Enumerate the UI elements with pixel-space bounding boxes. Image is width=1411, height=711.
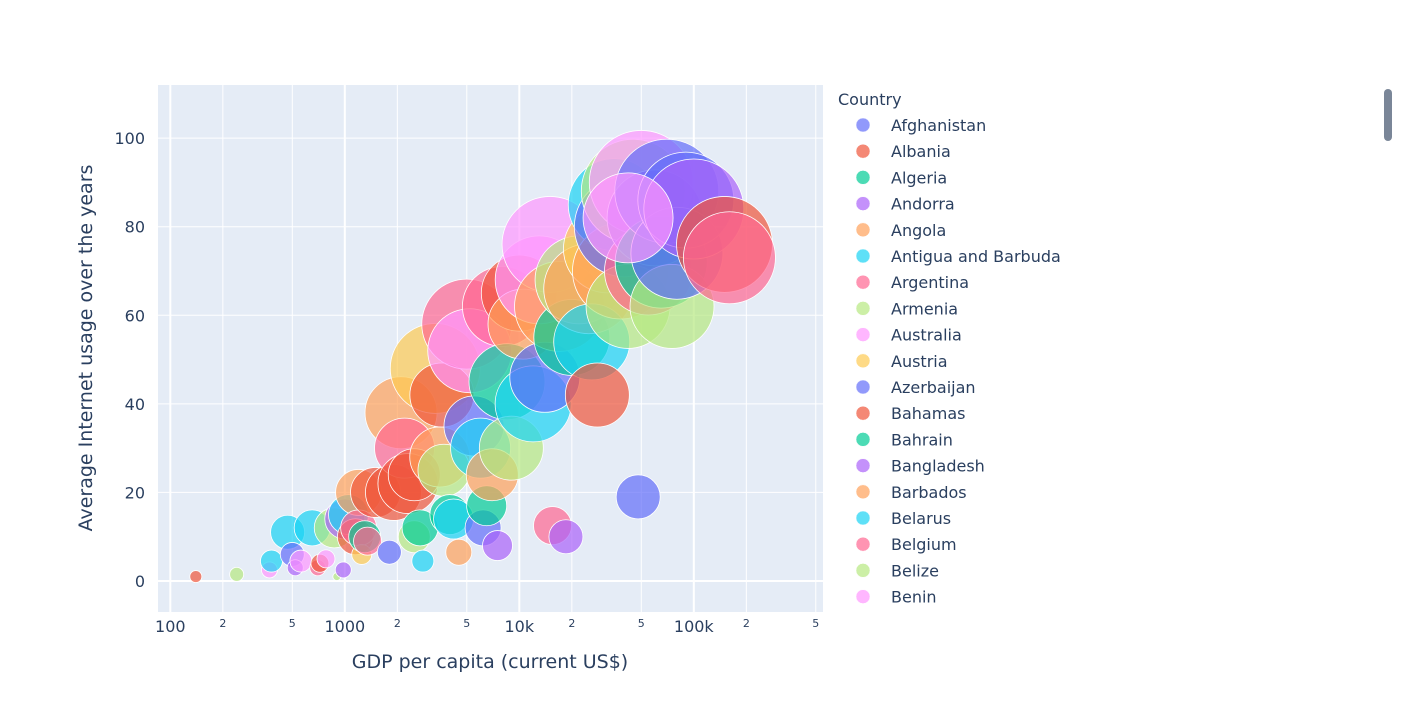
- legend-marker: [855, 196, 871, 211]
- legend-title: Country: [838, 90, 902, 109]
- legend-item[interactable]: Argentina: [855, 273, 969, 292]
- bubble-point[interactable]: [260, 549, 283, 573]
- bubble-point[interactable]: [334, 561, 352, 579]
- legend-marker: [855, 143, 871, 159]
- legend-label: Andorra: [891, 195, 955, 214]
- legend-label: Benin: [891, 588, 937, 607]
- legend-label: Armenia: [891, 299, 958, 318]
- bubble-point[interactable]: [376, 539, 402, 565]
- legend-label: Bahamas: [891, 404, 965, 423]
- legend-label: Azerbaijan: [891, 378, 976, 397]
- legend-label: Austria: [891, 352, 948, 371]
- bubble-point[interactable]: [683, 211, 776, 305]
- legend-item[interactable]: Austria: [855, 352, 948, 371]
- legend-marker: [855, 484, 871, 500]
- y-axis-title: Average Internet usage over the years: [75, 165, 97, 532]
- legend-item[interactable]: Albania: [855, 142, 951, 161]
- x-minor-tick-label: 2: [394, 617, 401, 630]
- legend-item[interactable]: Afghanistan: [855, 116, 986, 135]
- legend-item[interactable]: Belize: [855, 561, 939, 580]
- legend-marker: [855, 117, 871, 133]
- legend-label: Belarus: [891, 509, 951, 528]
- bubble-point[interactable]: [482, 530, 513, 561]
- legend-item[interactable]: Armenia: [855, 299, 958, 318]
- y-tick-label: 60: [125, 306, 145, 325]
- legend-marker: [855, 170, 871, 185]
- legend-item[interactable]: Belgium: [855, 535, 957, 554]
- legend-marker: [855, 274, 871, 290]
- x-minor-tick-label: 2: [568, 617, 575, 630]
- bubble-point[interactable]: [316, 549, 336, 569]
- legend-item[interactable]: Barbados: [855, 483, 967, 502]
- x-minor-tick-label: 5: [289, 617, 296, 630]
- y-tick-label: 100: [114, 129, 145, 148]
- legend-marker: [855, 379, 871, 395]
- legend-label: Antigua and Barbuda: [891, 247, 1061, 266]
- bubble-point[interactable]: [229, 566, 245, 582]
- legend-item[interactable]: Belarus: [855, 509, 951, 528]
- legend-item[interactable]: Andorra: [855, 195, 955, 214]
- legend-item[interactable]: Bangladesh: [855, 457, 985, 476]
- bubble-point[interactable]: [548, 519, 584, 555]
- legend-item[interactable]: Antigua and Barbuda: [855, 247, 1061, 266]
- legend-marker: [855, 536, 871, 552]
- legend-label: Algeria: [891, 168, 947, 187]
- legend-label: Argentina: [891, 273, 969, 292]
- bubble-point[interactable]: [445, 538, 473, 566]
- legend-item[interactable]: Algeria: [855, 168, 947, 187]
- legend-item[interactable]: Bahrain: [855, 430, 953, 449]
- bubbles: [189, 130, 776, 583]
- x-minor-tick-label: 2: [743, 617, 750, 630]
- legend-label: Australia: [891, 326, 962, 345]
- legend-marker: [855, 458, 871, 473]
- legend-marker: [855, 327, 871, 342]
- legend-label: Bahrain: [891, 430, 953, 449]
- bubble-point[interactable]: [411, 549, 435, 573]
- legend-item[interactable]: Australia: [855, 326, 962, 345]
- legend-marker: [855, 248, 871, 264]
- legend-marker: [855, 222, 871, 238]
- legend-label: Afghanistan: [891, 116, 986, 135]
- legend-marker: [855, 405, 871, 421]
- legend-item[interactable]: Benin: [855, 588, 937, 607]
- bubble-point[interactable]: [289, 549, 313, 573]
- x-tick-label: 100: [155, 617, 186, 636]
- bubble-point[interactable]: [615, 474, 661, 520]
- bubble-point[interactable]: [189, 570, 203, 583]
- legend-item[interactable]: Angola: [855, 221, 946, 240]
- legend-label: Albania: [891, 142, 951, 161]
- legend-marker: [855, 563, 871, 578]
- bubble-point[interactable]: [353, 526, 382, 556]
- legend[interactable]: Afghanistan Albania Algeria Andorra Angola An…: [855, 116, 1061, 607]
- legend-marker: [855, 432, 871, 447]
- legend-item[interactable]: Azerbaijan: [855, 378, 976, 397]
- legend-marker: [855, 353, 871, 369]
- legend-marker: [855, 510, 871, 526]
- x-minor-tick-label: 2: [219, 617, 226, 630]
- legend-label: Barbados: [891, 483, 967, 502]
- legend-label: Angola: [891, 221, 946, 240]
- y-tick-label: 40: [125, 395, 145, 414]
- y-tick-label: 20: [125, 483, 145, 502]
- axis-ticks: 2 5 2 5 2 5 2 5 100 1000 10k 100k 0 20 40 60 80 100: [114, 129, 819, 636]
- legend-label: Belgium: [891, 535, 957, 554]
- x-tick-label: 1000: [324, 617, 365, 636]
- legend-marker: [855, 589, 871, 604]
- x-minor-tick-label: 5: [463, 617, 470, 630]
- y-tick-label: 80: [125, 218, 145, 237]
- legend-scrollbar[interactable]: [1384, 89, 1392, 141]
- legend-label: Belize: [891, 561, 939, 580]
- x-minor-tick-label: 5: [812, 617, 819, 630]
- x-tick-label: 10k: [504, 617, 534, 636]
- x-minor-tick-label: 5: [638, 617, 645, 630]
- legend-label: Bangladesh: [891, 457, 985, 476]
- x-axis-title: GDP per capita (current US$): [352, 651, 628, 673]
- x-tick-label: 100k: [674, 617, 715, 636]
- y-tick-label: 0: [135, 572, 145, 591]
- bubble-point[interactable]: [564, 362, 630, 428]
- legend-marker: [855, 301, 871, 316]
- legend-item[interactable]: Bahamas: [855, 404, 965, 423]
- bubble-point[interactable]: [582, 172, 674, 264]
